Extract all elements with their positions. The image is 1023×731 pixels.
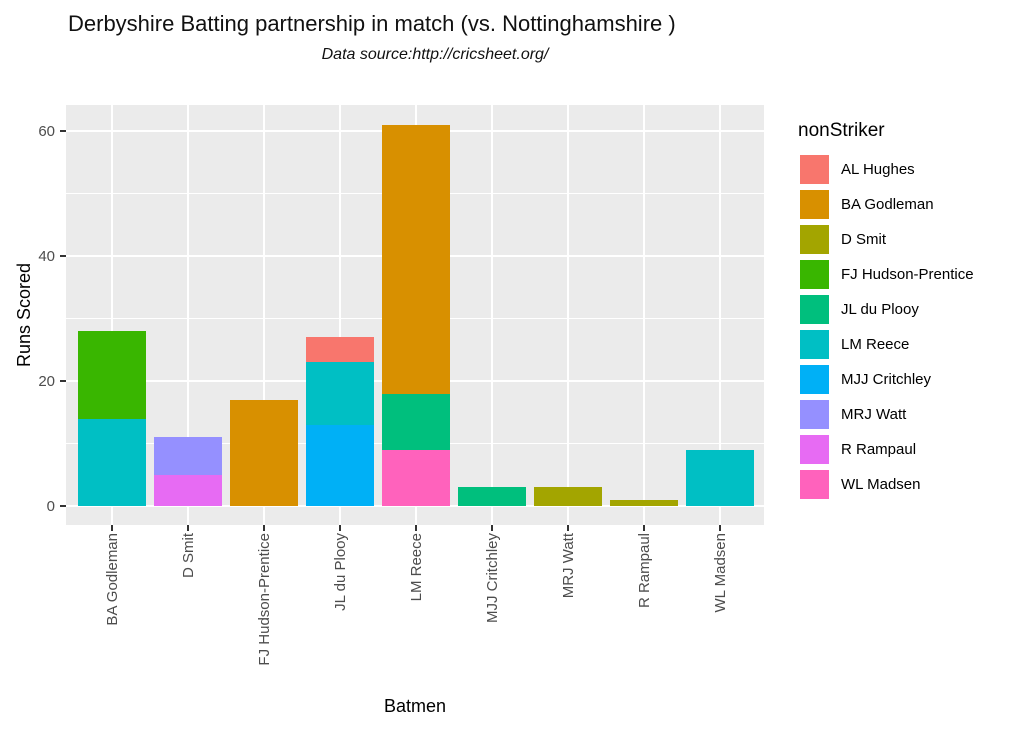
legend-items: AL Hughes BA Godleman D Smit FJ Hudson-Pren… [795,152,1015,502]
bar-segment [154,474,222,506]
legend-item: AL Hughes [795,152,1015,187]
bar-segment [458,487,526,506]
major-gridline-x [339,105,341,525]
legend-item: LM Reece [795,327,1015,362]
major-gridline-x [719,105,721,525]
bar-lm-reece [382,124,450,506]
major-gridline-x [567,105,569,525]
bar-segment [382,124,450,394]
legend-label: D Smit [841,231,886,248]
major-gridline-x [187,105,189,525]
bar-ba-godleman [78,331,146,506]
chart-title: Derbyshire Batting partnership in match … [68,11,676,36]
x-tick-label: FJ Hudson-Prentice [255,533,273,666]
y-tick-mark [60,505,66,507]
legend-item: WL Madsen [795,467,1015,502]
x-tick-mark [263,525,265,531]
bar-fj-hudson-prentice [230,399,298,506]
legend-swatch [800,400,829,429]
x-tick-label: MRJ Watt [559,533,577,599]
y-tick-label: 20 [38,372,55,390]
legend-swatch [800,225,829,254]
x-tick-label: D Smit [179,533,197,578]
legend-label: LM Reece [841,336,910,353]
bar-segment [306,337,374,363]
bar-segment [78,418,146,506]
y-tick-mark [60,130,66,132]
major-gridline-x [111,105,113,525]
legend-item: MRJ Watt [795,397,1015,432]
bar-segment [306,362,374,425]
bar-segment [534,487,602,506]
chart-subtitle: Data source:http://cricsheet.org/ [321,46,549,63]
bar-mjj-critchley [458,487,526,506]
legend-swatch [800,365,829,394]
x-tick-label: WL Madsen [711,533,729,613]
legend-label: R Rampaul [841,441,917,458]
x-tick-mark [643,525,645,531]
bar-jl-du-plooy [306,337,374,506]
legend-item: MJJ Critchley [795,362,1015,397]
y-axis-title: Runs Scored [14,262,34,368]
x-tick-label: R Rampaul [635,533,653,609]
legend-swatch [800,260,829,289]
legend-item: D Smit [795,222,1015,257]
bar-segment [306,424,374,506]
legend-item: JL du Plooy [795,292,1015,327]
legend-label: FJ Hudson-Prentice [841,266,974,283]
x-tick-mark [567,525,569,531]
bar-segment [154,437,222,475]
legend-item: FJ Hudson-Prentice [795,257,1015,292]
bar-segment [78,331,146,419]
x-tick-mark [491,525,493,531]
bar-segment [382,449,450,506]
major-gridline-x [491,105,493,525]
bar-segment [610,499,678,506]
y-tick-label: 40 [38,247,55,265]
bar-segment [230,399,298,506]
legend-swatch [800,295,829,324]
legend-swatch [800,470,829,499]
legend-title: nonStriker [798,120,885,141]
x-tick-mark [719,525,721,531]
legend-label: MRJ Watt [841,406,907,423]
bar-mrj-watt [534,487,602,506]
x-tick-label: LM Reece [407,533,425,602]
bar-r-rampaul [610,499,678,506]
bar-segment [382,393,450,450]
x-tick-mark [415,525,417,531]
x-axis-title: Batmen [383,696,447,716]
x-tick-label: JL du Plooy [331,533,349,611]
y-tick-mark [60,380,66,382]
y-tick-label: 0 [46,497,55,515]
legend-item: BA Godleman [795,187,1015,222]
legend-label: WL Madsen [841,476,921,493]
bar-wl-madsen [686,449,754,506]
y-tick-mark [60,255,66,257]
major-gridline-x [263,105,265,525]
plot-panel [66,105,764,525]
major-gridline-x [643,105,645,525]
x-tick-mark [339,525,341,531]
bar-segment [686,449,754,506]
x-tick-label: MJJ Critchley [483,533,501,624]
legend-swatch [800,435,829,464]
x-tick-mark [111,525,113,531]
legend: nonStriker AL Hughes BA Godleman D Smit FJ … [795,120,1015,502]
x-tick-label: BA Godleman [103,533,121,626]
legend-swatch [800,330,829,359]
legend-label: MJJ Critchley [841,371,932,388]
legend-swatch [800,155,829,184]
legend-label: BA Godleman [841,196,934,213]
y-tick-label: 60 [38,122,55,140]
legend-label: JL du Plooy [841,301,919,318]
bar-d-smit [154,437,222,506]
legend-swatch [800,190,829,219]
legend-item: R Rampaul [795,432,1015,467]
legend-label: AL Hughes [841,161,915,178]
x-tick-mark [187,525,189,531]
